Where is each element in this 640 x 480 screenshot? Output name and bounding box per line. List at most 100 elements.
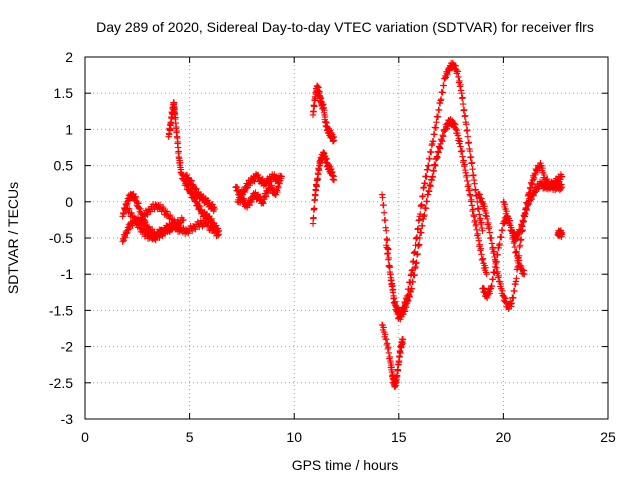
data-point — [415, 241, 423, 248]
data-point — [473, 221, 480, 228]
series-arc-1c — [123, 205, 187, 243]
data-point — [275, 184, 282, 192]
series-arc-9 — [383, 116, 490, 323]
data-point — [489, 276, 497, 283]
data-point — [426, 155, 433, 163]
data-point — [558, 231, 566, 238]
data-point — [425, 162, 432, 169]
data-point — [423, 198, 431, 205]
x-tick-label: 25 — [600, 429, 616, 445]
data-point — [278, 173, 285, 180]
data-point — [444, 71, 451, 79]
data-point — [423, 173, 430, 180]
data-point — [260, 200, 267, 207]
data-point — [419, 192, 427, 200]
y-tick-label: -0.5 — [49, 230, 73, 246]
data-point — [159, 203, 167, 211]
data-point — [459, 100, 467, 108]
data-point — [394, 367, 402, 374]
y-tick-label: 0.5 — [54, 158, 74, 174]
data-point — [434, 154, 441, 161]
y-tick-label: -1 — [61, 266, 74, 282]
data-point — [399, 336, 407, 343]
data-point — [483, 215, 491, 223]
data-point — [466, 185, 473, 193]
data-point — [460, 106, 468, 114]
data-point — [167, 211, 174, 219]
data-point — [429, 173, 436, 181]
data-point — [215, 227, 223, 234]
data-point — [486, 223, 493, 231]
data-point — [389, 289, 397, 296]
data-point — [397, 349, 404, 357]
data-point — [122, 234, 129, 241]
data-point — [465, 181, 472, 189]
data-point — [475, 237, 483, 244]
data-point — [435, 106, 443, 114]
y-tick-label: 2 — [65, 49, 73, 65]
data-point — [394, 372, 401, 380]
data-point — [175, 148, 182, 155]
series-arc-3 — [182, 171, 218, 215]
data-point — [499, 227, 506, 234]
data-point — [471, 180, 478, 187]
data-point — [384, 250, 392, 257]
data-point — [476, 241, 484, 248]
data-point — [419, 222, 426, 230]
data-point — [439, 138, 446, 145]
data-point — [558, 184, 566, 191]
x-axis-label: GPS time / hours — [292, 457, 399, 473]
y-tick-label: -2 — [61, 339, 74, 355]
data-point — [523, 206, 531, 214]
data-point — [430, 167, 438, 175]
data-point — [425, 188, 433, 195]
data-point — [388, 276, 395, 284]
data-point — [163, 208, 171, 215]
data-point — [473, 226, 480, 234]
data-point — [140, 225, 147, 232]
data-point — [418, 229, 425, 236]
data-point — [491, 269, 498, 276]
data-point — [495, 272, 502, 280]
data-point — [421, 211, 428, 219]
data-point — [427, 182, 434, 190]
data-point — [430, 138, 437, 145]
data-point — [409, 278, 417, 286]
data-point — [494, 251, 501, 259]
data-point — [468, 202, 476, 209]
data-point — [330, 137, 338, 144]
data-point — [182, 226, 190, 233]
series-arc-10 — [378, 321, 407, 391]
data-point — [311, 103, 318, 110]
data-point — [439, 89, 446, 96]
data-point — [421, 180, 429, 187]
data-point — [144, 211, 151, 218]
data-point — [478, 219, 485, 226]
data-point — [310, 214, 317, 221]
data-point — [386, 262, 393, 269]
x-tick-label: 5 — [186, 429, 194, 445]
data-point — [508, 299, 515, 307]
data-point — [558, 173, 566, 180]
data-point — [531, 175, 538, 183]
data-point — [385, 349, 393, 357]
y-tick-label: -2.5 — [49, 375, 73, 391]
data-point — [133, 219, 141, 227]
data-point — [408, 285, 416, 293]
data-point — [411, 272, 418, 279]
data-point — [477, 245, 485, 252]
data-point — [513, 275, 520, 282]
data-point — [310, 108, 317, 116]
data-point — [478, 251, 485, 258]
series-arc-5 — [234, 178, 283, 211]
data-point — [469, 206, 477, 213]
x-tick-label: 0 — [81, 429, 89, 445]
data-point — [173, 127, 180, 135]
data-point — [468, 196, 475, 204]
data-point — [385, 344, 392, 351]
data-point — [434, 113, 442, 121]
data-point — [458, 147, 466, 155]
data-point — [532, 171, 539, 178]
data-point — [385, 256, 392, 263]
